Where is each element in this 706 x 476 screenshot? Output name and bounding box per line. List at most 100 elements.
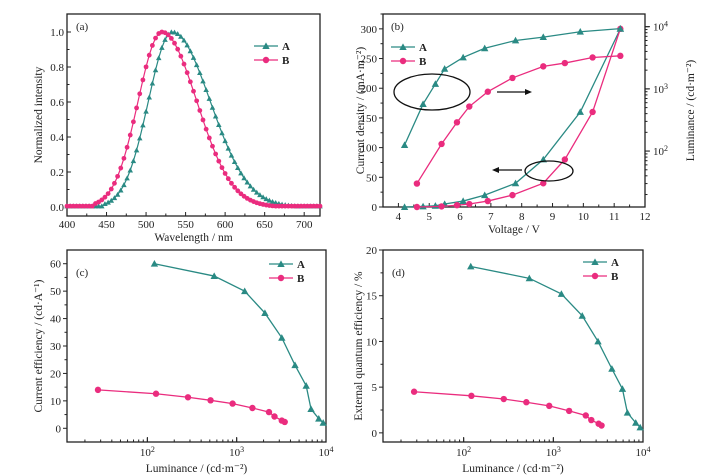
data-point-A	[247, 183, 254, 189]
data-point-A	[174, 31, 181, 37]
y-tick-label: 200	[361, 83, 378, 95]
legend-label-A: A	[611, 257, 619, 269]
data-point-B	[108, 186, 114, 192]
data-point-B	[175, 46, 181, 52]
y-tick-label: 0.8	[50, 62, 64, 74]
data-point-B	[89, 203, 95, 209]
y-tick-label: 0	[56, 423, 62, 435]
data-point-B	[546, 402, 553, 410]
data-point-A	[253, 189, 260, 195]
data-point-A	[130, 158, 137, 164]
data-point-A	[200, 78, 206, 84]
data-point-B	[210, 143, 215, 149]
x-tick-label: 104	[319, 445, 334, 459]
data-point-A	[143, 108, 149, 114]
data-point-B	[146, 52, 152, 58]
data-point-B-left	[466, 200, 473, 208]
data-point-A	[187, 48, 194, 54]
legend-marker-B	[277, 274, 285, 282]
panel-label: (b)	[391, 21, 404, 33]
data-point-B	[468, 392, 475, 400]
y-tick-label: 0	[372, 202, 378, 214]
data-point-A	[212, 113, 219, 119]
y-tick-label: 300	[361, 24, 378, 36]
data-point-A-right	[419, 100, 427, 108]
data-point-A	[319, 419, 327, 426]
data-point-B-left	[453, 202, 461, 209]
data-point-A	[206, 95, 213, 101]
data-point-A	[307, 405, 315, 413]
data-point-B-left	[561, 156, 569, 163]
x-tick-label: 7	[488, 211, 494, 223]
y2-axis-label: Luminance / (cd·m⁻²)	[685, 60, 697, 162]
data-point-B	[232, 184, 238, 190]
data-point-A	[594, 337, 602, 345]
data-point-B	[500, 395, 507, 403]
x-tick-label: 104	[636, 445, 651, 459]
arrow-right-icon	[525, 89, 532, 95]
legend-label-B: B	[297, 273, 305, 285]
data-point-A	[162, 36, 168, 42]
data-point-B	[152, 390, 160, 397]
data-point-A	[216, 122, 222, 127]
x-tick-label: 650	[256, 219, 273, 231]
legend-marker-A	[277, 260, 285, 267]
data-point-A-left	[511, 179, 520, 187]
data-point-A	[636, 423, 644, 431]
x-tick-label: 400	[59, 219, 76, 231]
data-point-A	[136, 135, 143, 141]
data-point-A-right	[511, 36, 520, 44]
plot-frame	[66, 13, 321, 217]
data-point-B	[410, 388, 418, 395]
data-point-B-left	[484, 197, 491, 205]
y-axis-label: Current density / (mA·m⁻²)	[355, 47, 367, 175]
data-point-A-left	[459, 197, 467, 205]
data-point-A	[190, 54, 197, 60]
data-point-A	[193, 62, 200, 68]
data-point-A	[632, 419, 640, 426]
data-point-B	[149, 43, 155, 48]
data-point-A-right	[576, 28, 584, 35]
data-point-B	[134, 105, 139, 111]
data-point-A	[111, 195, 118, 201]
data-point-B	[271, 413, 278, 420]
annotation-ellipse-luminance	[393, 73, 471, 111]
data-point-A	[278, 334, 286, 341]
data-point-A	[257, 192, 263, 198]
y-tick-label: 0.6	[50, 97, 64, 109]
data-point-B-left	[540, 180, 547, 187]
data-point-A-left	[400, 203, 409, 210]
data-point-A-left	[419, 202, 427, 210]
x-tick-label: 8	[519, 211, 525, 223]
data-point-A	[272, 200, 279, 205]
data-point-B	[200, 117, 206, 123]
data-point-A	[127, 167, 134, 173]
data-point-B	[203, 126, 209, 132]
data-point-B	[191, 88, 196, 94]
x-axis-label: Luminance / (cd·m⁻²)	[462, 463, 564, 475]
data-point-B	[94, 386, 102, 394]
data-point-A	[525, 274, 534, 282]
data-point-B-right	[413, 180, 421, 187]
legend-marker-A	[399, 43, 407, 50]
legend-label-B: B	[419, 56, 427, 68]
y-axis-label: Normalized intensity	[33, 66, 45, 163]
x-axis-label: Wavelength / nm	[154, 232, 232, 244]
data-point-A	[140, 122, 146, 128]
data-point-B	[105, 191, 111, 196]
x-tick-label: 10	[578, 211, 590, 223]
annotation-ellipse-current	[524, 160, 574, 182]
y-tick-label: 60	[50, 259, 62, 271]
data-point-B	[168, 35, 174, 41]
data-point-A	[231, 159, 238, 165]
data-point-A	[171, 29, 178, 35]
data-point-A	[261, 309, 269, 317]
y2-tick-label: 102	[653, 144, 668, 158]
panel-a-wavelength-spectrum: 400 450 500 550 600 650 700 0.0 0.2 0.4 0.6 0.8 1.0 W…	[33, 13, 323, 244]
data-point-A	[250, 186, 257, 192]
data-point-B-right	[438, 140, 445, 148]
data-point-B-right	[484, 88, 491, 95]
x-tick-label: 450	[98, 219, 115, 231]
arrow-left-icon	[492, 167, 499, 173]
